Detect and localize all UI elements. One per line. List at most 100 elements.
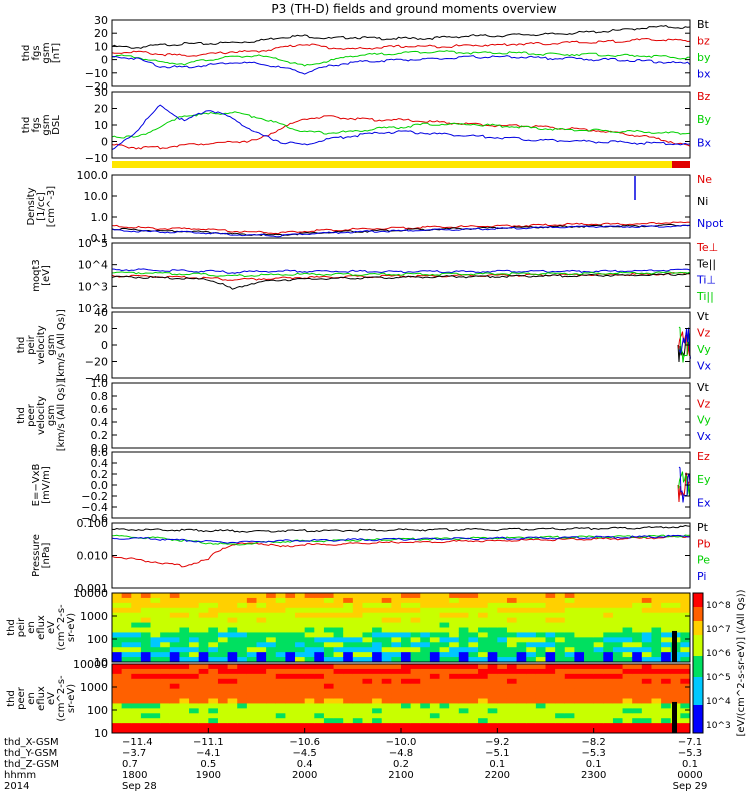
heatmap-cell bbox=[343, 647, 354, 653]
heatmap-cell bbox=[217, 723, 229, 729]
heatmap-cell bbox=[295, 657, 306, 663]
y-label-line: eV bbox=[46, 621, 57, 634]
heatmap-cell bbox=[545, 718, 556, 724]
heatmap-cell bbox=[227, 673, 238, 680]
heatmap-cell bbox=[622, 673, 633, 680]
heatmap-cell bbox=[526, 668, 537, 675]
heatmap-cell bbox=[545, 703, 556, 709]
panel-frame bbox=[111, 522, 691, 589]
heatmap-cell bbox=[304, 728, 315, 734]
heatmap-cell bbox=[632, 664, 643, 670]
heatmap-cell bbox=[516, 617, 527, 624]
heatmap-cell bbox=[449, 703, 460, 709]
heatmap-cell bbox=[295, 627, 306, 633]
heatmap-cell bbox=[680, 718, 691, 724]
heatmap-cell bbox=[189, 718, 200, 724]
heatmap-cell bbox=[121, 617, 132, 624]
heatmap-cell bbox=[372, 713, 383, 719]
heatmap-cell bbox=[420, 622, 431, 628]
heatmap-cell bbox=[401, 593, 412, 599]
x-row-value: Sep 29 bbox=[673, 781, 708, 792]
heatmap-cell bbox=[372, 632, 383, 638]
heatmap-cell bbox=[208, 703, 219, 709]
heatmap-cell bbox=[179, 718, 190, 724]
heatmap-cell bbox=[362, 617, 373, 624]
panel-frame bbox=[111, 19, 691, 87]
heatmap-cell bbox=[381, 693, 392, 699]
heatmap-cell bbox=[140, 693, 152, 699]
legend-black: Pt bbox=[697, 521, 709, 534]
heatmap-cell bbox=[266, 713, 277, 719]
heatmap-cell bbox=[285, 688, 296, 695]
heatmap-cell bbox=[632, 597, 643, 604]
heatmap-cell bbox=[526, 597, 537, 604]
heatmap-cell bbox=[661, 728, 672, 734]
heatmap-cell bbox=[680, 678, 691, 685]
heatmap-cell bbox=[439, 718, 450, 724]
heatmap-cell bbox=[343, 632, 354, 638]
heatmap-cell bbox=[651, 602, 662, 609]
heatmap-cell bbox=[535, 708, 546, 714]
heatmap-cell bbox=[150, 657, 161, 663]
heatmap-cell bbox=[391, 703, 402, 709]
heatmap-cell bbox=[641, 713, 652, 719]
heatmap-cell bbox=[458, 728, 469, 734]
heatmap-cell bbox=[526, 688, 537, 695]
y-label-line: gsm bbox=[46, 334, 57, 355]
heatmap-cell bbox=[506, 673, 518, 680]
heatmap-cell bbox=[497, 664, 508, 670]
heatmap-cell bbox=[295, 718, 306, 724]
heatmap-cell bbox=[150, 723, 161, 729]
heatmap-cell bbox=[420, 728, 431, 734]
heatmap-cell bbox=[612, 607, 624, 614]
heatmap-cell bbox=[670, 622, 681, 628]
heatmap-cell bbox=[304, 637, 315, 643]
heatmap-cell bbox=[478, 673, 489, 680]
heatmap-cell bbox=[372, 668, 383, 675]
heatmap-cell bbox=[516, 703, 527, 709]
heatmap-cell bbox=[391, 723, 402, 729]
heatmap-cell bbox=[314, 602, 325, 609]
heatmap-cell bbox=[574, 652, 585, 658]
heatmap-cell bbox=[410, 713, 421, 719]
heatmap-cell bbox=[545, 688, 556, 695]
heatmap-cell bbox=[574, 718, 585, 724]
legend-black: Ni bbox=[697, 195, 708, 208]
heatmap-cell bbox=[295, 688, 306, 695]
heatmap-cell bbox=[593, 657, 604, 663]
heatmap-cell bbox=[661, 688, 672, 695]
heatmap-cell bbox=[429, 664, 441, 670]
heatmap-cell bbox=[478, 703, 489, 709]
heatmap-cell bbox=[343, 718, 354, 724]
heatmap-cell bbox=[429, 642, 441, 648]
heatmap-cell bbox=[372, 647, 383, 653]
heatmap-cell bbox=[121, 718, 132, 724]
heatmap-cell bbox=[410, 597, 421, 604]
heatmap-cell bbox=[131, 693, 142, 699]
heatmap-cell bbox=[391, 668, 402, 675]
heatmap-cell bbox=[169, 708, 180, 714]
heatmap-cell bbox=[632, 723, 643, 729]
heatmap-cell bbox=[516, 652, 527, 658]
heatmap-cell bbox=[410, 683, 421, 690]
heatmap-cell bbox=[651, 632, 662, 638]
heatmap-cell bbox=[574, 713, 585, 719]
colorbar-segment bbox=[693, 701, 703, 706]
heatmap-cell bbox=[285, 664, 296, 670]
heatmap-cell bbox=[140, 728, 152, 734]
heatmap-cell bbox=[593, 647, 604, 653]
heatmap-cell bbox=[314, 713, 325, 719]
heatmap-cell bbox=[439, 698, 450, 704]
y-tick-label: 100.0 bbox=[77, 169, 109, 182]
heatmap-cell bbox=[140, 698, 152, 704]
heatmap-cell bbox=[323, 723, 335, 729]
heatmap-cell bbox=[603, 718, 614, 724]
heatmap-cell bbox=[333, 637, 344, 643]
heatmap-cell bbox=[266, 607, 277, 614]
heatmap-cell bbox=[401, 617, 412, 624]
heatmap-cell bbox=[516, 683, 527, 690]
heatmap-cell bbox=[189, 708, 200, 714]
heatmap-cell bbox=[304, 622, 315, 628]
heatmap-cell bbox=[632, 718, 643, 724]
heatmap-cell bbox=[622, 657, 633, 663]
